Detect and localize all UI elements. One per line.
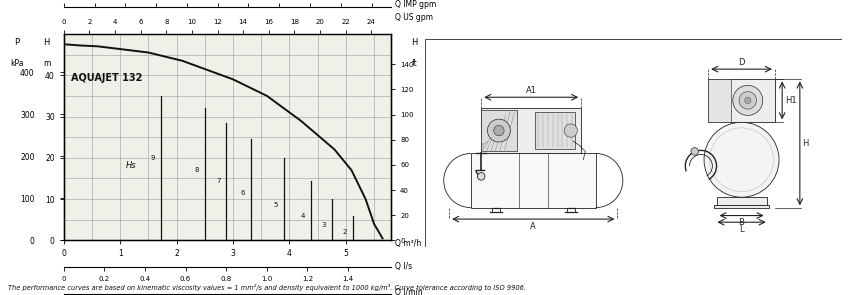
Text: Q l/min: Q l/min bbox=[395, 288, 422, 295]
Text: A1: A1 bbox=[525, 86, 536, 95]
Text: L: L bbox=[740, 225, 744, 234]
Bar bbox=[481, 108, 581, 153]
Text: H: H bbox=[43, 38, 50, 47]
Text: 2: 2 bbox=[343, 229, 347, 235]
Circle shape bbox=[745, 97, 751, 104]
Text: m: m bbox=[43, 59, 50, 68]
Text: Q m³/h: Q m³/h bbox=[395, 239, 422, 248]
Circle shape bbox=[739, 92, 756, 109]
Text: ft: ft bbox=[412, 59, 417, 68]
Bar bbox=[715, 204, 768, 208]
Circle shape bbox=[564, 124, 577, 137]
Bar bbox=[481, 110, 517, 151]
Circle shape bbox=[488, 119, 510, 142]
Text: kPa: kPa bbox=[10, 59, 24, 68]
Text: The performance curves are based on kinematic viscosity values = 1 mm²/s and den: The performance curves are based on kine… bbox=[8, 284, 526, 291]
Text: H: H bbox=[411, 38, 418, 47]
Text: 5: 5 bbox=[274, 202, 278, 208]
Circle shape bbox=[733, 85, 762, 115]
Circle shape bbox=[704, 122, 779, 197]
Text: Q l/s: Q l/s bbox=[395, 263, 412, 271]
Circle shape bbox=[691, 148, 699, 155]
Text: Q IMP gpm: Q IMP gpm bbox=[395, 0, 437, 9]
Bar bbox=[536, 112, 575, 149]
Text: D: D bbox=[739, 58, 745, 67]
Bar bbox=[717, 197, 767, 204]
Text: 6: 6 bbox=[241, 190, 246, 196]
Bar bbox=[471, 153, 596, 208]
Text: B: B bbox=[739, 218, 745, 227]
Text: AQUAJET 132: AQUAJET 132 bbox=[71, 73, 142, 83]
Text: H: H bbox=[802, 139, 808, 148]
Circle shape bbox=[478, 173, 485, 180]
Text: 7: 7 bbox=[216, 178, 221, 183]
Text: 3: 3 bbox=[321, 222, 326, 228]
Bar bbox=[708, 78, 775, 122]
Text: A: A bbox=[530, 222, 536, 231]
Text: Hs: Hs bbox=[126, 161, 137, 170]
Text: P: P bbox=[14, 38, 20, 47]
Text: 9: 9 bbox=[150, 155, 156, 161]
Bar bbox=[708, 78, 731, 122]
Text: 8: 8 bbox=[195, 167, 199, 173]
Text: H1: H1 bbox=[785, 96, 796, 105]
Circle shape bbox=[494, 125, 504, 136]
Text: Q US gpm: Q US gpm bbox=[395, 13, 434, 22]
Text: 4: 4 bbox=[301, 213, 305, 219]
